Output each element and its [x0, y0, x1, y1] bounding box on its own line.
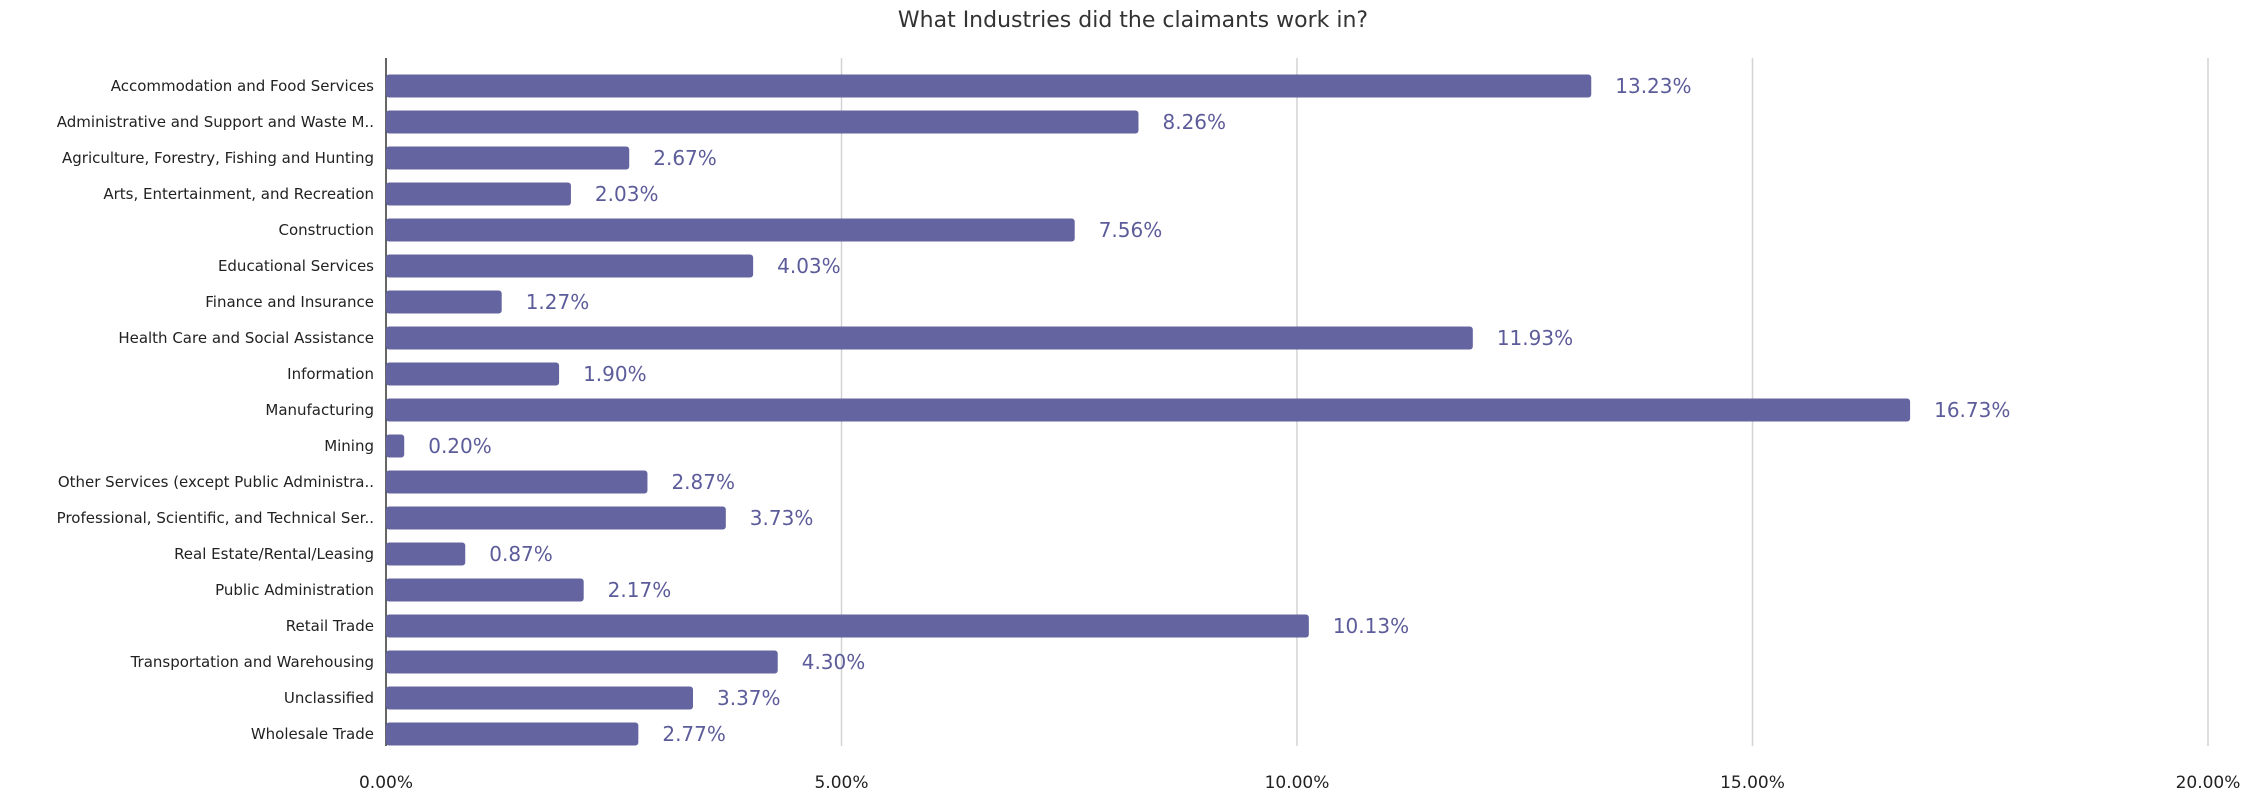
- data-label: 13.23%: [1615, 74, 1691, 98]
- bar: [386, 218, 1075, 242]
- bars: [386, 74, 1911, 746]
- bar: [386, 290, 502, 314]
- data-label: 11.93%: [1497, 326, 1573, 350]
- data-label: 10.13%: [1333, 614, 1409, 638]
- category-labels: Accommodation and Food Services Administr…: [57, 77, 375, 743]
- data-label: 1.90%: [583, 362, 647, 386]
- data-label: 4.03%: [777, 254, 841, 278]
- category-label: Educational Services: [218, 257, 374, 275]
- data-label: 16.73%: [1934, 398, 2010, 422]
- value-labels: 13.23% 8.26% 2.67% 2.03% 7.56% 4.03% 1.27% 11.9…: [428, 74, 2010, 746]
- bar: [386, 506, 726, 530]
- category-label: Unclassified: [284, 689, 374, 707]
- category-label: Other Services (except Public Administra…: [58, 473, 374, 491]
- data-label: 3.73%: [750, 506, 814, 530]
- data-label: 0.87%: [489, 542, 553, 566]
- bar: [386, 110, 1139, 134]
- chart-title: What Industries did the claimants work i…: [897, 8, 1369, 33]
- data-label: 7.56%: [1099, 218, 1163, 242]
- category-label: Arts, Entertainment, and Recreation: [103, 185, 374, 203]
- data-label: 0.20%: [428, 434, 492, 458]
- bar: [386, 470, 648, 494]
- category-label: Manufacturing: [265, 401, 374, 419]
- bar: [386, 434, 405, 458]
- data-label: 2.67%: [653, 146, 717, 170]
- data-label: 2.17%: [608, 578, 672, 602]
- category-label: Health Care and Social Assistance: [118, 329, 374, 347]
- category-label: Accommodation and Food Services: [111, 77, 374, 95]
- category-label: Agriculture, Forestry, Fishing and Hunti…: [62, 149, 374, 167]
- x-tick-label: 0.00%: [359, 773, 413, 793]
- category-label: Mining: [324, 437, 374, 455]
- data-label: 1.27%: [526, 290, 590, 314]
- x-tick-label: 5.00%: [814, 773, 868, 793]
- category-label: Construction: [278, 221, 374, 239]
- category-label: Information: [287, 365, 374, 383]
- bar: [386, 398, 1911, 422]
- data-label: 4.30%: [802, 650, 866, 674]
- bar: [386, 614, 1309, 638]
- bar: [386, 686, 694, 710]
- category-label: Finance and Insurance: [205, 293, 374, 311]
- bar: [386, 182, 571, 206]
- bar: [386, 362, 560, 386]
- bar: [386, 722, 639, 746]
- x-tick-labels: 0.00% 5.00% 10.00% 15.00% 20.00%: [359, 773, 2240, 793]
- category-label: Wholesale Trade: [251, 725, 374, 743]
- category-label: Real Estate/Rental/Leasing: [174, 545, 374, 563]
- bar: [386, 542, 466, 566]
- bar: [386, 326, 1473, 350]
- data-label: 2.77%: [662, 722, 726, 746]
- category-label: Transportation and Warehousing: [130, 653, 374, 671]
- bar: [386, 650, 778, 674]
- bar: [386, 254, 754, 278]
- x-tick-label: 15.00%: [1720, 773, 1785, 793]
- data-label: 3.37%: [717, 686, 781, 710]
- category-label: Public Administration: [215, 581, 374, 599]
- data-label: 8.26%: [1162, 110, 1226, 134]
- x-tick-label: 10.00%: [1265, 773, 1330, 793]
- bar: [386, 146, 630, 170]
- data-label: 2.03%: [595, 182, 659, 206]
- category-label: Administrative and Support and Waste M..: [57, 113, 374, 131]
- bar: [386, 578, 584, 602]
- x-tick-label: 20.00%: [2176, 773, 2241, 793]
- category-label: Retail Trade: [286, 617, 374, 635]
- category-label: Professional, Scientific, and Technical …: [57, 509, 374, 527]
- data-label: 2.87%: [671, 470, 735, 494]
- bar: [386, 74, 1592, 98]
